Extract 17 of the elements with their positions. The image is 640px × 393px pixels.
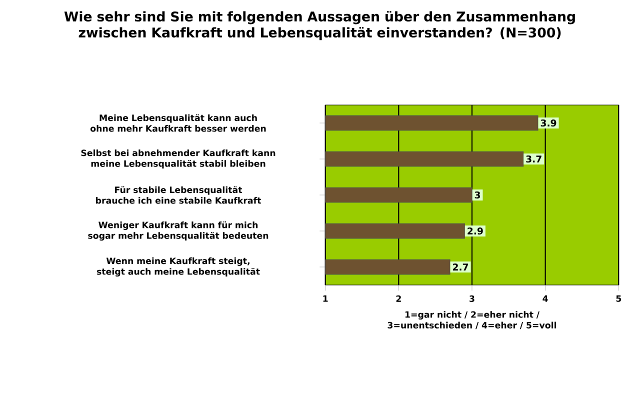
data-label: 3 xyxy=(474,191,480,199)
y-tick-label: Weniger Kaufkraft kann für mich sogar mehr Lebensqualität bedeuten xyxy=(88,221,268,241)
x-tick-label: 1 xyxy=(323,295,328,302)
y-tick-label: Selbst bei abnehmender Kaufkraft kann meine Lebensqualität stabil bleiben xyxy=(81,149,276,169)
data-label: 2.7 xyxy=(452,264,468,270)
data-label: 2.9 xyxy=(468,227,483,235)
y-tick-label: Wenn meine Kaufkraft steigt, steigt auch meine Lebensqualität xyxy=(96,257,260,277)
data-label: 3.7 xyxy=(526,155,542,163)
x-tick-label: 4 xyxy=(542,295,548,302)
data-label: 3.9 xyxy=(540,119,556,127)
y-tick-label: Meine Lebensqualität kann auch ohne mehr Kaufkraft besser werden xyxy=(90,114,266,132)
y-tick-label: Für stabile Lebensqualität brauche ich eine stabile Kaufkraft xyxy=(96,186,262,204)
x-tick-label: 5 xyxy=(616,295,622,302)
x-tick-label: 2 xyxy=(396,295,401,302)
x-axis-title: 1=gar nicht / 2=eher nicht / 3=unentschieden / 4=eher / 5=voll xyxy=(388,311,556,330)
x-tick-label: 3 xyxy=(470,295,474,302)
chart-title: Wie sehr sind Sie mit folgenden Aussagen über den Zusammenhang zwischen Kaufkraft und Lebensqualität einverstanden? (N=300) xyxy=(64,11,575,40)
